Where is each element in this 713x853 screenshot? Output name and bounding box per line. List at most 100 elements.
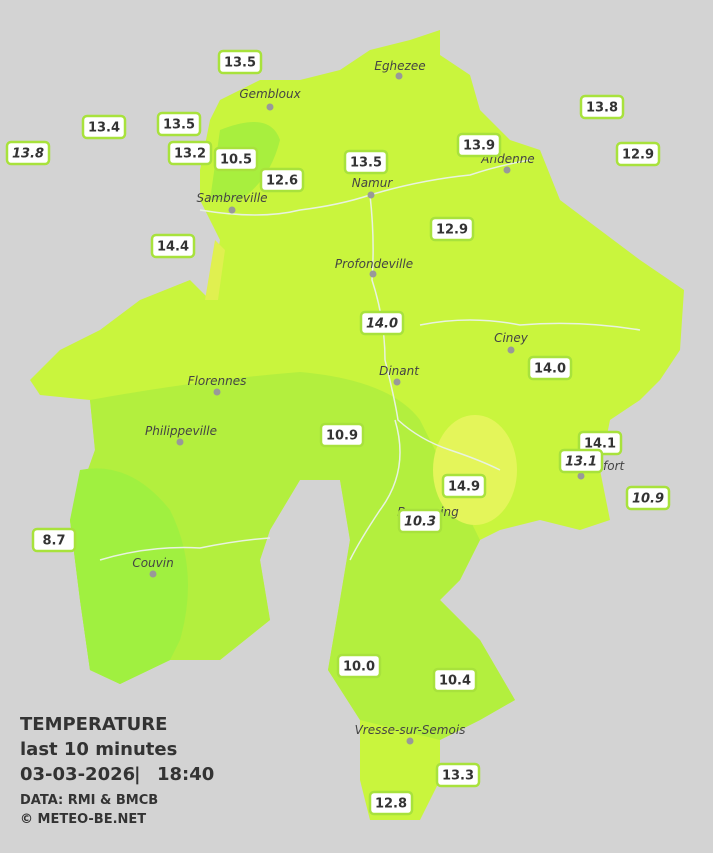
station-value: 12.9 (436, 223, 468, 238)
station: 13.9 (456, 132, 502, 158)
station: 13.5 (343, 149, 389, 175)
station-value: 13.8 (12, 147, 44, 162)
station-value: 14.0 (534, 362, 566, 377)
station: 12.9 (615, 141, 661, 167)
zone-cool (70, 468, 188, 684)
station-value: 14.1 (584, 437, 616, 452)
station: 10.4 (432, 667, 478, 693)
station-box (213, 146, 259, 172)
city-dot (228, 206, 236, 214)
station-box (527, 355, 573, 381)
separator: | (134, 764, 141, 785)
zone-mild (70, 372, 515, 740)
city-dot (367, 191, 375, 199)
station-box (81, 114, 127, 140)
station-value: 13.9 (463, 139, 495, 154)
station-box (579, 94, 625, 120)
city-dot (507, 346, 515, 354)
station: 13.2 (167, 140, 213, 166)
station-box (368, 790, 414, 816)
station-value: 13.5 (163, 118, 195, 133)
station-value: 13.1 (565, 455, 597, 470)
station-value: 12.6 (266, 174, 298, 189)
station-box (5, 140, 51, 166)
station-value: 8.7 (42, 534, 65, 549)
station-box (359, 310, 405, 336)
legend-credit: © METEO-BE.NET (20, 812, 146, 827)
station-value: 10.5 (220, 153, 252, 168)
station-value: 13.5 (224, 56, 256, 71)
city-dot (577, 472, 585, 480)
station: 10.0 (336, 653, 382, 679)
station-value: 12.8 (375, 797, 407, 812)
station: 13.3 (435, 762, 481, 788)
legend-source: DATA: RMI & BMCB (20, 793, 158, 808)
station: 8.7 (31, 527, 77, 553)
station: 10.9 (319, 422, 365, 448)
station: 14.4 (150, 233, 196, 259)
city-dot (369, 270, 377, 278)
station: 14.0 (359, 310, 405, 336)
station: 13.8 (5, 140, 51, 166)
station: 10.5 (213, 146, 259, 172)
station-box (625, 485, 671, 511)
station-value: 14.4 (157, 240, 189, 255)
station: 12.9 (429, 216, 475, 242)
station-box (150, 233, 196, 259)
station-value: 10.4 (439, 674, 471, 689)
station-box (319, 422, 365, 448)
station-box (156, 111, 202, 137)
station-box (343, 149, 389, 175)
zone-warm (205, 240, 225, 300)
station-box (435, 762, 481, 788)
station-value: 10.3 (404, 515, 436, 530)
city-label: Namur (352, 176, 394, 190)
station-value: 13.2 (174, 147, 206, 162)
legend-title: TEMPERATURE (20, 714, 167, 735)
station: 14.1 (577, 430, 623, 456)
city-dot (406, 737, 414, 745)
station-value: 13.8 (586, 101, 618, 116)
station: 12.8 (368, 790, 414, 816)
station-box (558, 448, 604, 474)
station: 13.8 (579, 94, 625, 120)
station: 12.6 (259, 167, 305, 193)
city-dot (503, 166, 511, 174)
station: 14.9 (441, 473, 487, 499)
station-value: 10.0 (343, 660, 375, 675)
legend-time: 18:40 (157, 764, 214, 785)
station: 13.5 (217, 49, 263, 75)
station-box (259, 167, 305, 193)
station: 13.5 (156, 111, 202, 137)
city-label: Philippeville (145, 424, 217, 438)
city-dot (395, 72, 403, 80)
station: 10.9 (625, 485, 671, 511)
city-label: Ciney (494, 331, 529, 345)
station-box (217, 49, 263, 75)
station-box (397, 508, 443, 534)
city-label: Dinant (379, 364, 420, 378)
city-label: Gembloux (239, 87, 301, 101)
station-box (336, 653, 382, 679)
station-box (432, 667, 478, 693)
city-dot (149, 570, 157, 578)
station-value: 10.9 (632, 492, 664, 507)
station-box (429, 216, 475, 242)
city-dot (213, 388, 221, 396)
station: 13.1 (558, 448, 604, 474)
city-dot (266, 103, 274, 111)
city-label: Profondeville (335, 257, 413, 271)
station-value: 12.9 (622, 148, 654, 163)
city-dot (393, 378, 401, 386)
station-value: 13.3 (442, 769, 474, 784)
station-value: 10.9 (326, 429, 358, 444)
city-label: Florennes (188, 374, 247, 388)
station-box (615, 141, 661, 167)
station: 14.0 (527, 355, 573, 381)
station: 10.3 (397, 508, 443, 534)
station-value: 14.9 (448, 480, 480, 495)
city-label: Couvin (132, 556, 173, 570)
city-dot (176, 438, 184, 446)
station-value: 14.0 (366, 317, 398, 332)
